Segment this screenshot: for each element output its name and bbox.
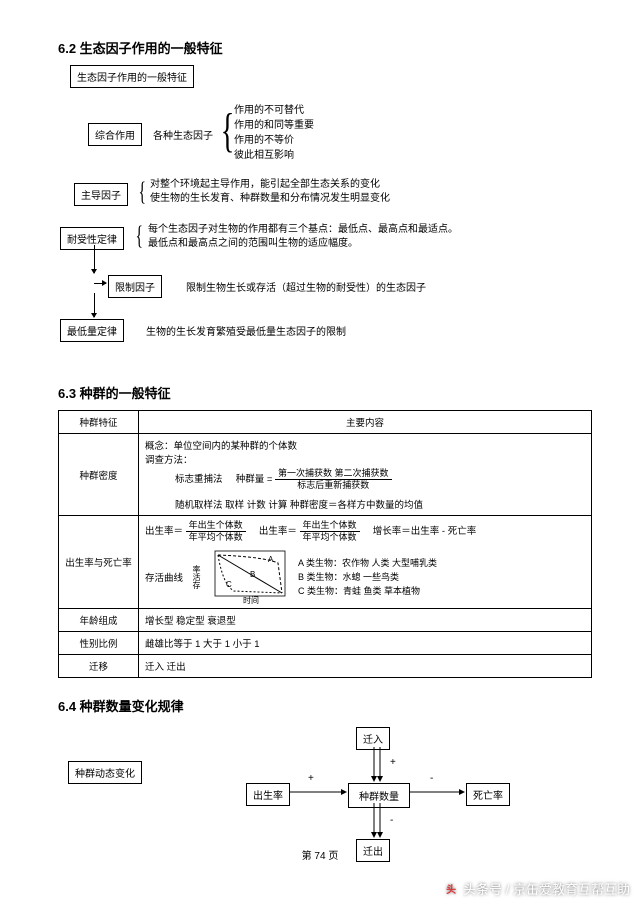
population-table: 种群特征 主要内容 种群密度 概念：单位空间内的某种群的个体数 调查方法： 标志… [58,410,592,678]
comprehensive-box: 综合作用 [88,123,142,146]
row-content: 迁入 迁出 [139,655,592,678]
death-rate-box: 死亡率 [466,783,510,806]
curve-c-label: C [226,580,232,589]
row-content: 增长型 稳定型 衰退型 [139,609,592,632]
table-row: 性别比例 雌雄比等于 1 大于 1 小于 1 [59,632,592,655]
numerator: 年出生个体数 [300,520,360,532]
row-content: 雌雄比等于 1 大于 1 小于 1 [139,632,592,655]
brace-items: 作用的不可替代 作用的和同等重要 作用的不等价 彼此相互影响 [234,103,314,163]
watermark-text: 头条号 / 京缶爱教育互帮互助 [463,879,630,898]
brace-icon: { [138,177,145,207]
class-c: C 类生物：青蛙 鱼类 草本植物 [298,584,437,598]
section-6-3: 6.3 种群的一般特征 种群特征 主要内容 种群密度 概念：单位空间内的某种群的… [58,383,592,678]
table-row: 迁移 迁入 迁出 [59,655,592,678]
limiting-box: 限制因子 [108,275,162,298]
brace-item: 作用的不等价 [234,133,314,148]
table-row: 种群密度 概念：单位空间内的某种群的个体数 调查方法： 标志重捕法 种群量 = … [59,434,592,516]
row-content: 概念：单位空间内的某种群的个体数 调查方法： 标志重捕法 种群量 = 第一次捕获… [139,434,592,516]
row-label: 年龄组成 [59,609,139,632]
birth-rate-box: 出生率 [246,783,290,806]
line: 最低点和最高点之间的范围叫生物的适应幅度。 [148,237,458,251]
ecology-diagram: 生态因子作用的一般特征 综合作用 各种生态因子 { 作用的不可替代 作用的和同等… [58,65,592,365]
brace-icon: { [135,221,142,251]
page-number: 第 74 页 [0,847,640,862]
brace-item: 作用的和同等重要 [234,118,314,133]
denominator: 年平均个体数 [300,532,360,543]
denominator: 年平均个体数 [186,532,246,543]
minimum-text: 生物的生长发育繁殖受最低量生态因子的限制 [146,323,346,338]
svg-text:+: + [390,757,396,768]
y-axis-label: 率活存 [191,565,202,589]
growth-formula: 增长率＝出生率 - 死亡率 [373,526,476,537]
row-label: 出生率与死亡率 [59,516,139,609]
connector [94,245,95,273]
birth-lhs: 出生率＝ [145,526,183,537]
line: 对整个环境起主导作用，能引起全部生态关系的变化 [150,178,390,192]
curve-legend: A 类生物：农作物 人类 大型哺乳类 B 类生物：水螅 一些鸟类 C 类生物：青… [298,556,437,598]
fraction: 年出生个体数 年平均个体数 [300,520,360,543]
fraction: 第一次捕获数 第二次捕获数 标志后重新捕获数 [275,468,392,491]
dominant-text: 对整个环境起主导作用，能引起全部生态关系的变化 使生物的生长发育、种群数量和分布… [150,178,390,206]
row-label: 性别比例 [59,632,139,655]
connector [94,293,95,317]
mark-recapture: 标志重捕法 [175,474,223,485]
numerator: 年出生个体数 [186,520,246,532]
survival-curve-chart: A B C 时间 [210,549,290,604]
line: 使生物的生长发育、种群数量和分布情况发生明显变化 [150,192,390,206]
random-sample-line: 随机取样法 取样 计数 计算 种群密度＝各样方中数量的均值 [145,497,585,511]
immigration-box: 迁入 [356,727,390,750]
rate-formulas: 出生率＝ 年出生个体数 年平均个体数 出生率＝ 年出生个体数 年平均个体数 增长… [145,520,585,543]
limiting-text: 限制生物生长或存活（超过生物的耐受性）的生态因子 [186,279,426,294]
table-row: 年龄组成 增长型 稳定型 衰退型 [59,609,592,632]
curve-b-label: B [250,570,255,579]
table-header: 主要内容 [139,411,592,434]
dominant-box: 主导因子 [74,183,128,206]
toutiao-icon: 头 [443,881,459,897]
svg-text:+: + [308,773,314,784]
fraction: 年出生个体数 年平均个体数 [186,520,246,543]
tolerance-text: 每个生态因子对生物的作用都有三个基点：最低点、最高点和最适点。 最低点和最高点之… [148,223,458,251]
minimum-box: 最低量定律 [60,319,124,342]
numerator: 第一次捕获数 第二次捕获数 [275,468,392,480]
section-6-2: 6.2 生态因子作用的一般特征 生态因子作用的一般特征 综合作用 各种生态因子 … [58,38,592,365]
brace-icon: { [221,103,235,158]
formula-lhs: 种群量 = [236,474,273,485]
watermark: 头 头条号 / 京缶爱教育互帮互助 [443,879,630,898]
row-content: 出生率＝ 年出生个体数 年平均个体数 出生率＝ 年出生个体数 年平均个体数 增长… [139,516,592,609]
class-b: B 类生物：水螅 一些鸟类 [298,570,437,584]
class-a: A 类生物：农作物 人类 大型哺乳类 [298,556,437,570]
survival-curve-row: 存活曲线 率活存 A B C 时间 A 类生物：农作物 人类 大型哺乳类 [145,549,585,604]
formula-line: 标志重捕法 种群量 = 第一次捕获数 第二次捕获数 标志后重新捕获数 [145,468,585,491]
tolerance-box: 耐受性定律 [60,227,124,250]
root-box: 生态因子作用的一般特征 [70,65,194,88]
curve-a-label: A [268,555,274,564]
section-6-2-title: 6.2 生态因子作用的一般特征 [58,38,592,57]
denominator: 标志后重新捕获数 [275,480,392,491]
factors-label: 各种生态因子 [153,127,213,142]
row-label: 迁移 [59,655,139,678]
table-row: 出生率与死亡率 出生率＝ 年出生个体数 年平均个体数 出生率＝ 年出生个体数 年… [59,516,592,609]
center-box: 种群数量 [348,783,410,808]
concept-line: 概念：单位空间内的某种群的个体数 [145,438,585,452]
section-6-3-title: 6.3 种群的一般特征 [58,383,592,402]
svg-text:-: - [390,815,393,826]
svg-text:-: - [430,773,433,784]
row-label: 种群密度 [59,434,139,516]
table-header: 种群特征 [59,411,139,434]
brace-item: 彼此相互影响 [234,148,314,163]
x-axis-label: 时间 [243,595,259,604]
brace-item: 作用的不可替代 [234,103,314,118]
section-6-4-title: 6.4 种群数量变化规律 [58,696,592,715]
line: 每个生态因子对生物的作用都有三个基点：最低点、最高点和最适点。 [148,223,458,237]
dynamic-box: 种群动态变化 [68,761,142,784]
death-lhs: 出生率＝ [259,526,297,537]
connector [94,283,106,284]
method-label: 调查方法： [145,452,585,466]
curve-label: 存活曲线 [145,570,183,584]
